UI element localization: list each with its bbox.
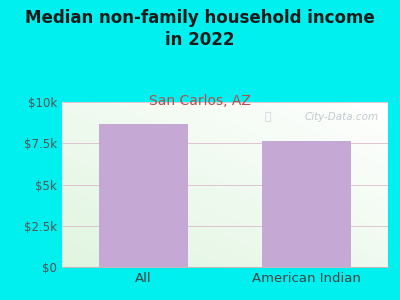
Bar — [99, 124, 188, 267]
Text: City-Data.com: City-Data.com — [304, 112, 378, 122]
Text: San Carlos, AZ: San Carlos, AZ — [149, 94, 251, 109]
Text: ⓘ: ⓘ — [264, 112, 271, 122]
Bar — [262, 141, 351, 267]
Text: Median non-family household income
in 2022: Median non-family household income in 20… — [25, 9, 375, 49]
